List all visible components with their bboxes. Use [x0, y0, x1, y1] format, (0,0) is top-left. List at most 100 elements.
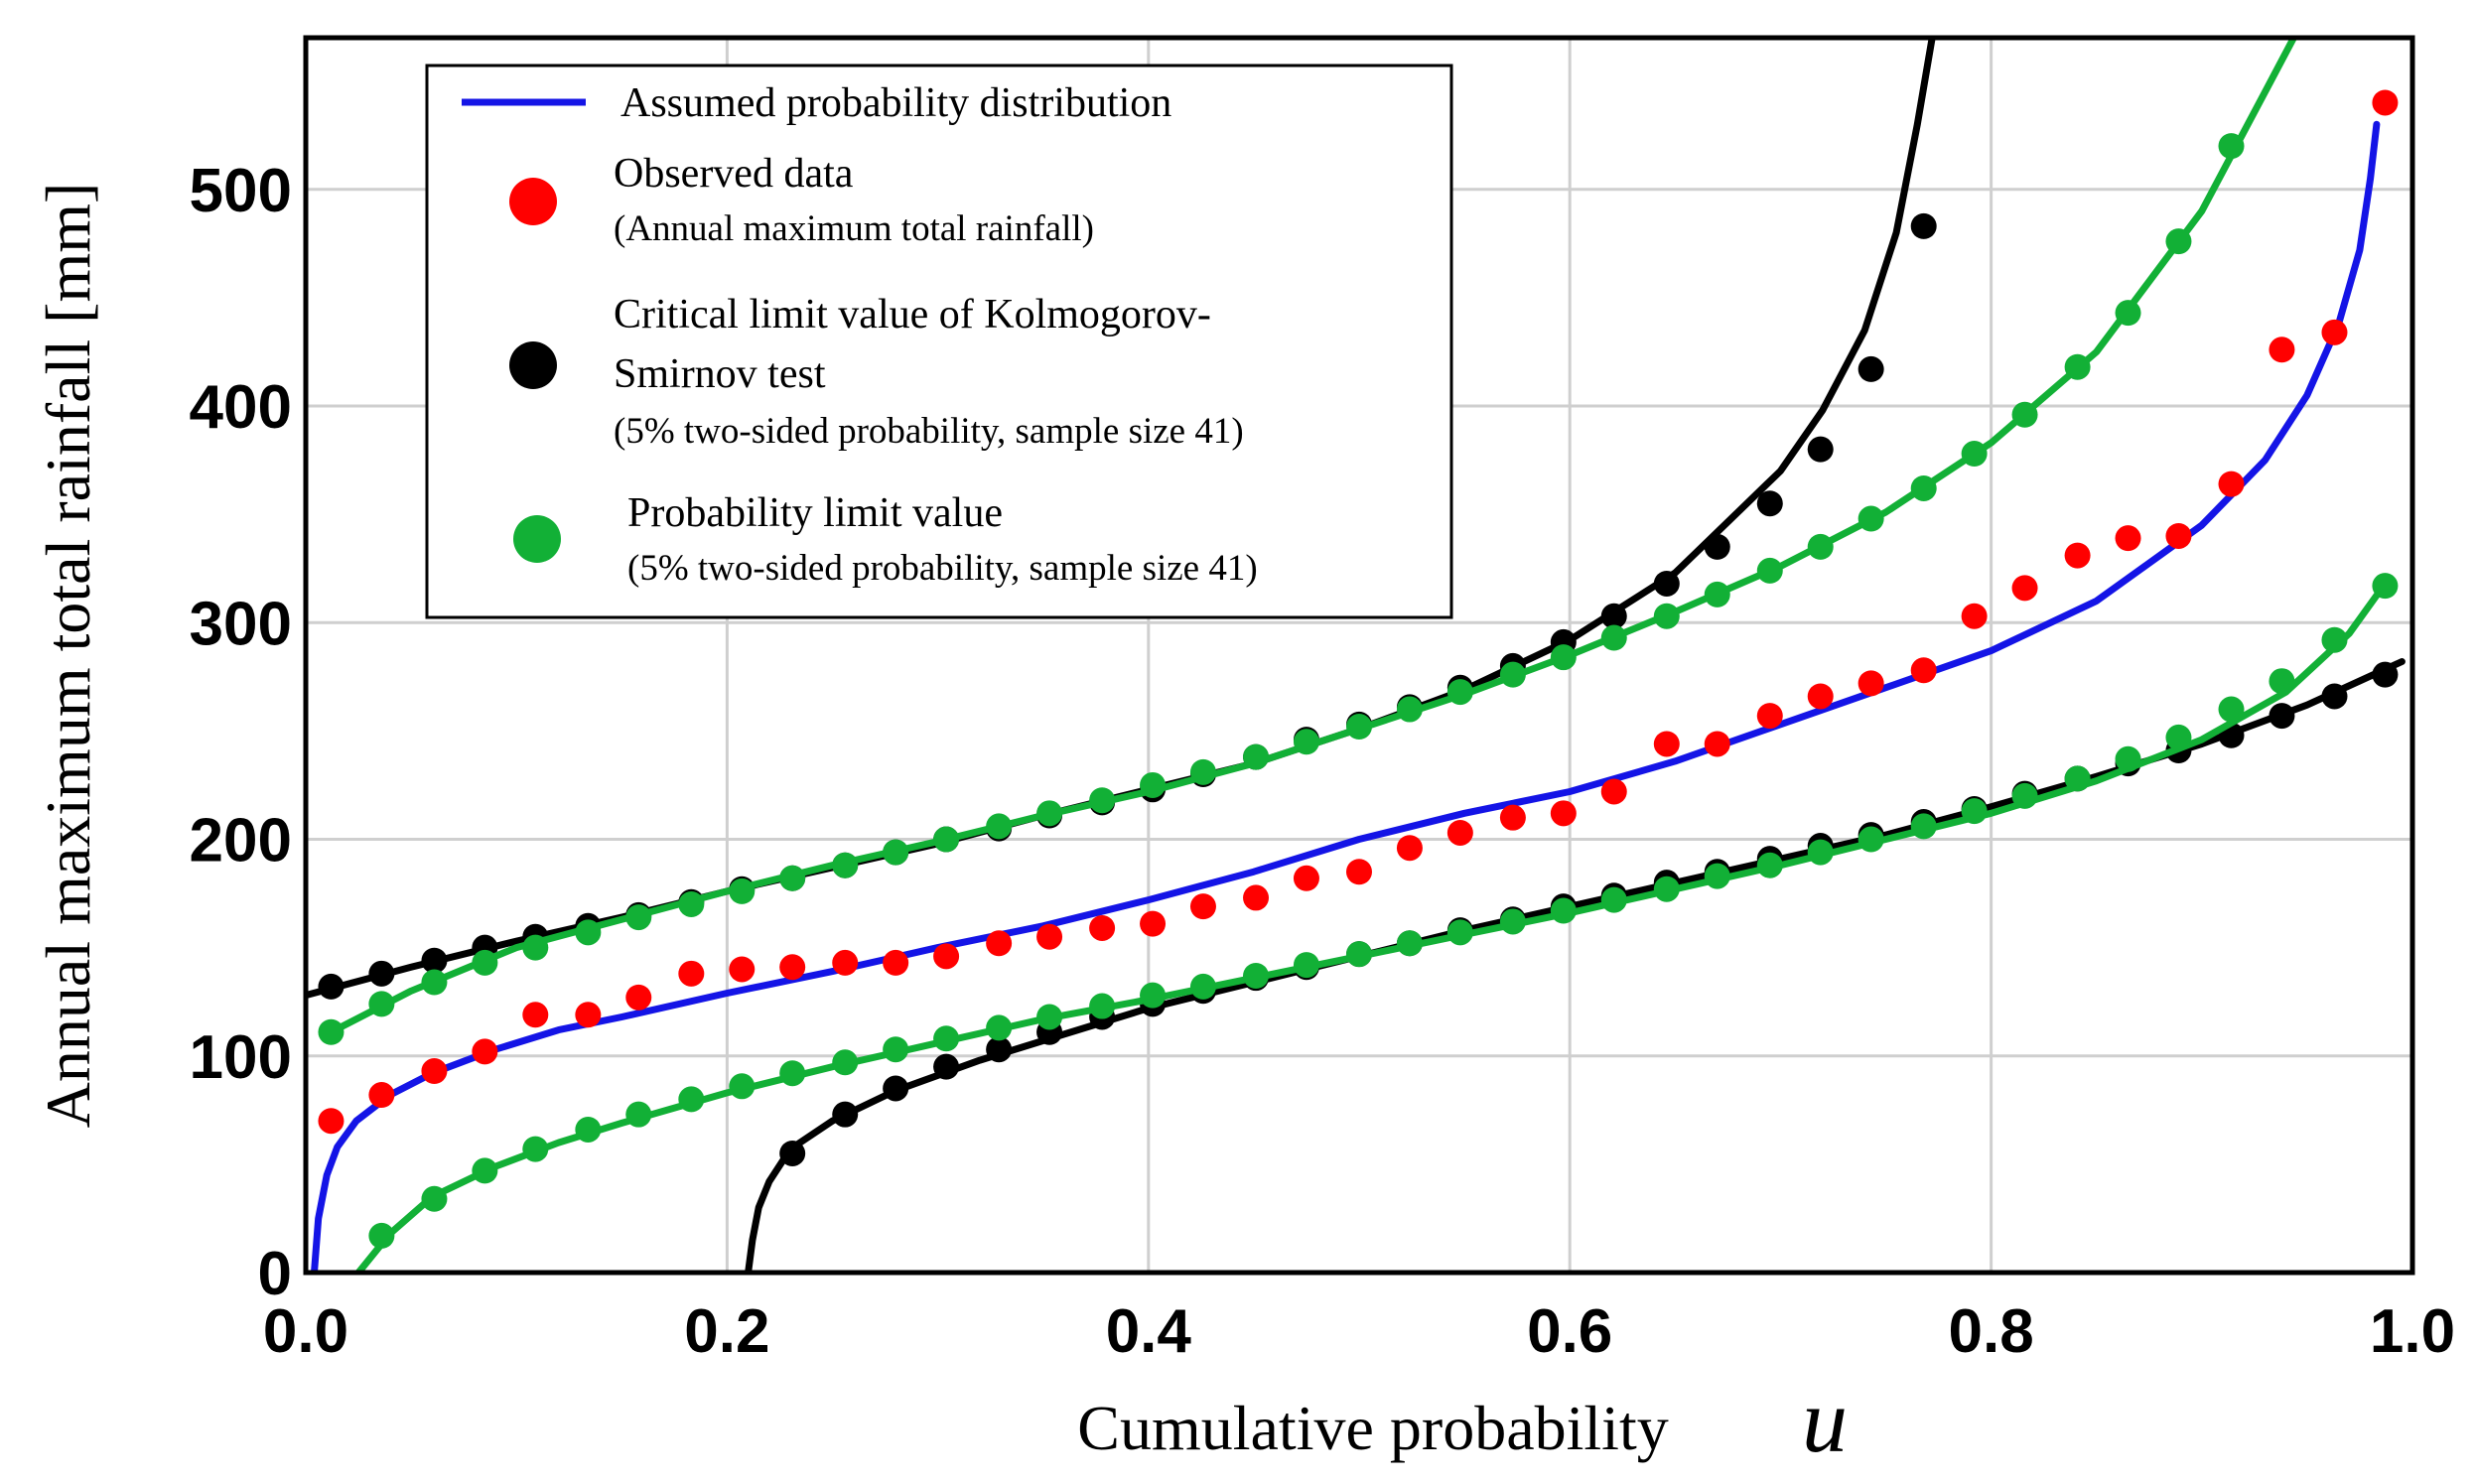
- series-dot: [1499, 908, 1526, 935]
- observed-data-point: [625, 984, 652, 1011]
- series-dot: [1807, 839, 1834, 866]
- observed-data-point: [1756, 703, 1783, 730]
- observed-data-point: [1499, 804, 1526, 831]
- x-tick-label: 0.6: [1527, 1297, 1612, 1366]
- legend-label-observed-data: Observed data: [614, 151, 854, 197]
- series-dot: [1089, 787, 1116, 814]
- observed-data-point: [472, 1038, 498, 1065]
- series-dot: [2064, 765, 2091, 792]
- series-dot: [1446, 679, 1473, 706]
- series-dot: [421, 947, 448, 974]
- legend: Assumed probability distribution Observe…: [425, 64, 1453, 619]
- x-tick-label: 1.0: [2370, 1297, 2455, 1366]
- series-dot: [832, 1101, 859, 1128]
- series-dot: [933, 1025, 960, 1052]
- series-dot: [1243, 963, 1270, 990]
- series-dot: [1396, 930, 1423, 957]
- series-dot: [368, 960, 395, 987]
- series-dot: [933, 826, 960, 853]
- observed-data-point: [1550, 800, 1577, 827]
- series-dot: [1446, 919, 1473, 946]
- series-dot: [1499, 661, 1526, 688]
- series-dot: [2218, 696, 2245, 723]
- observed-data-point: [1189, 893, 1216, 920]
- series-dot: [2372, 661, 2399, 688]
- observed-data-point: [1396, 835, 1423, 862]
- observed-data-point: [1857, 670, 1884, 697]
- series-dot: [522, 934, 549, 961]
- observed-data-point: [318, 1108, 344, 1135]
- series-dot: [779, 1060, 806, 1087]
- observed-data-point: [1600, 778, 1627, 805]
- observed-data-point: [729, 956, 756, 983]
- observed-data-point: [2372, 89, 2399, 116]
- series-dot: [2218, 133, 2245, 160]
- y-tick-label: 200: [190, 807, 292, 876]
- series-dot: [1293, 729, 1319, 755]
- series-dot: [2011, 782, 2038, 809]
- series-dot: [2115, 745, 2141, 772]
- observed-data-point: [368, 1082, 395, 1109]
- series-dot: [1704, 533, 1730, 560]
- observed-data-point: [1704, 731, 1730, 757]
- series-dot: [2115, 300, 2141, 327]
- observed-data-point: [2269, 337, 2295, 363]
- series-dot: [318, 1018, 344, 1045]
- observed-data-point: [779, 954, 806, 981]
- y-tick-label: 300: [190, 590, 292, 658]
- y-tick-label: 100: [190, 1023, 292, 1092]
- series-dot: [678, 890, 705, 917]
- series-dot: [2372, 573, 2399, 600]
- legend-label-probability-limit: Probability limit value: [627, 490, 1003, 536]
- series-dot: [2269, 703, 2295, 730]
- legend-marker-observed-data: [509, 178, 557, 225]
- observed-data-point: [933, 943, 960, 970]
- series-dot: [1550, 897, 1577, 924]
- x-tick-label: 0.8: [1948, 1297, 2033, 1366]
- observed-data-point: [678, 960, 705, 987]
- series-line: [745, 658, 2406, 1273]
- series-dot: [625, 1101, 652, 1128]
- series-dot: [1756, 852, 1783, 878]
- series-dot: [1704, 581, 1730, 607]
- observed-data-point: [575, 1002, 602, 1028]
- series-dot: [1910, 212, 1937, 239]
- series-dot: [1857, 505, 1884, 532]
- legend-marker-probability-limit: [513, 515, 561, 563]
- series-dot: [832, 1049, 859, 1076]
- series-dot: [883, 1036, 909, 1063]
- series-dot: [421, 969, 448, 996]
- series-dot: [318, 973, 344, 1000]
- series-dot: [575, 919, 602, 946]
- series-dot: [1243, 743, 1270, 770]
- observed-data-point: [1346, 859, 1372, 885]
- legend-label-ks-critical-limit-line2: Smirnov test: [614, 351, 826, 397]
- series-dot: [729, 1073, 756, 1100]
- series-dot: [368, 1222, 395, 1249]
- axis-ticks: 0.0 0.2 0.4 0.6 0.8 1.0 0 100 200 300 400 500: [190, 157, 2456, 1366]
- series-dot: [1756, 557, 1783, 584]
- series-dot: [1961, 798, 1988, 825]
- observed-data-point: [1910, 657, 1937, 684]
- y-tick-label: 500: [190, 157, 292, 225]
- series-dot: [1189, 758, 1216, 785]
- series-dot: [2321, 626, 2348, 653]
- series-dot: [472, 1157, 498, 1184]
- series-dot: [2165, 724, 2192, 750]
- series-dot: [1346, 941, 1372, 968]
- series-dot: [1600, 624, 1627, 651]
- series-dot: [522, 1136, 549, 1162]
- legend-sublabel-observed-data: (Annual maximum total rainfall): [614, 208, 1094, 249]
- plot-area-frame: [303, 35, 2415, 1276]
- series-dot: [1807, 436, 1834, 463]
- series-dot: [883, 1075, 909, 1102]
- series-dot: [1036, 800, 1063, 827]
- series-dot: [1396, 696, 1423, 723]
- series-dot: [472, 949, 498, 976]
- y-axis-label: Annual maximum total rainfall [mm]: [33, 183, 103, 1129]
- series-dot: [1653, 876, 1680, 902]
- observed-data-point: [986, 930, 1013, 957]
- series-dot: [575, 1116, 602, 1143]
- legend-sublabel-ks-critical-limit: (5% two-sided probability, sample size 4…: [614, 411, 1244, 452]
- x-tick-label: 0.2: [684, 1297, 769, 1366]
